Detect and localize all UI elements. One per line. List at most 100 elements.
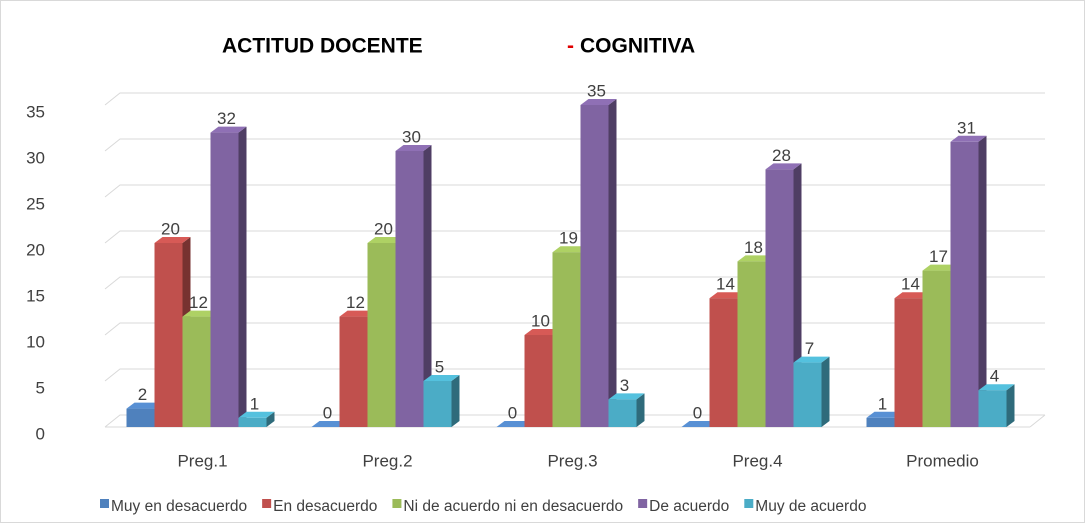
y-tick-label: 30: [26, 148, 45, 167]
y-tick-label: 20: [26, 240, 45, 259]
x-tick-label: Preg.2: [362, 451, 412, 470]
data-label: 12: [189, 293, 208, 312]
legend-label: En desacuerdo: [273, 498, 377, 515]
y-tick-label: 35: [26, 102, 45, 121]
bar: [126, 408, 155, 427]
data-label: 1: [250, 394, 259, 413]
bar-side: [636, 393, 645, 427]
data-label: 3: [620, 376, 629, 395]
bar-top: [765, 163, 802, 170]
y-tick-label: 5: [36, 378, 45, 397]
bar-top: [154, 237, 191, 243]
grid-line: [104, 230, 1045, 244]
data-label: 30: [402, 127, 421, 146]
bar-top: [367, 237, 404, 243]
data-label: 0: [693, 403, 702, 422]
bar: [395, 151, 424, 427]
x-tick-label: Promedio: [906, 451, 979, 470]
data-label: 35: [587, 81, 606, 100]
bar: [423, 381, 452, 427]
chart-title: ACTITUD DOCENTE: [222, 35, 423, 58]
data-label: 2: [138, 385, 147, 404]
bar-top: [395, 145, 432, 151]
legend-label: Muy en desacuerdo: [111, 498, 247, 515]
bar: [922, 270, 951, 427]
data-label: 4: [990, 367, 999, 386]
data-label: 1: [878, 394, 887, 413]
data-label: 19: [559, 229, 578, 248]
data-label: 10: [531, 311, 550, 330]
y-tick-label: 25: [26, 194, 45, 213]
bar: [894, 298, 923, 427]
data-label: 14: [716, 275, 735, 294]
bar-side: [451, 375, 460, 427]
bar: [765, 169, 794, 427]
bar: [866, 417, 895, 427]
data-label: 0: [508, 403, 517, 422]
y-tick-label: 10: [26, 332, 45, 351]
bar-top: [238, 411, 275, 418]
bar-top: [894, 292, 931, 299]
bar-top: [210, 126, 247, 133]
chart-title-separator: -: [567, 35, 574, 58]
x-tick-label: Preg.4: [732, 451, 782, 470]
grid-line: [104, 276, 1045, 290]
data-label: 28: [772, 146, 791, 165]
data-label: 12: [346, 293, 365, 312]
data-label: 7: [805, 339, 814, 358]
bar-side: [821, 356, 830, 427]
legend-label: De acuerdo: [649, 498, 729, 515]
bar-side: [266, 411, 275, 427]
data-label: 0: [323, 403, 332, 422]
legend-swatch: [100, 499, 109, 508]
data-label: 5: [435, 357, 444, 376]
bar: [709, 298, 738, 427]
legend-swatch: [638, 499, 648, 508]
bar-top: [681, 421, 718, 427]
grid-line: [104, 92, 1045, 106]
bar: [367, 243, 396, 427]
bar-side: [238, 126, 247, 427]
data-label: 20: [161, 219, 180, 238]
data-label: 31: [957, 118, 976, 137]
legend-label: Muy de acuerdo: [755, 498, 866, 515]
bar-top: [608, 393, 645, 400]
bar: [950, 141, 979, 428]
bar-side: [1006, 384, 1015, 427]
y-tick-label: 0: [36, 424, 45, 443]
legend-swatch: [744, 499, 754, 508]
legend-swatch: [392, 499, 402, 508]
data-label: 20: [374, 219, 393, 238]
bar: [580, 105, 609, 427]
bar-top: [866, 411, 903, 418]
bar: [737, 261, 766, 427]
data-label: 18: [744, 238, 763, 257]
bar-top: [580, 99, 617, 105]
bar-top: [423, 375, 460, 381]
bar-side: [978, 135, 987, 428]
bar-top: [978, 384, 1015, 391]
bar: [552, 252, 581, 427]
grid-line: [104, 184, 1045, 198]
bar-top: [793, 356, 830, 363]
bar: [524, 335, 553, 427]
bar: [210, 132, 239, 427]
legend-label: Ni de acuerdo ni en desacuerdo: [403, 498, 623, 515]
chart-title: COGNITIVA: [580, 35, 695, 58]
data-label: 17: [929, 247, 948, 266]
bar-top: [922, 264, 959, 271]
x-axis-depth: [1029, 414, 1046, 428]
bar-top: [737, 255, 774, 262]
bar-side: [423, 145, 432, 427]
bar: [608, 399, 637, 427]
bar-top: [339, 310, 376, 317]
y-tick-label: 15: [26, 286, 45, 305]
bar-top: [552, 246, 589, 253]
bar: [793, 362, 822, 427]
bar: [182, 316, 211, 427]
bar: [238, 417, 267, 427]
bar-top: [950, 135, 987, 142]
bar-top: [496, 421, 533, 427]
data-label: 32: [217, 109, 236, 128]
